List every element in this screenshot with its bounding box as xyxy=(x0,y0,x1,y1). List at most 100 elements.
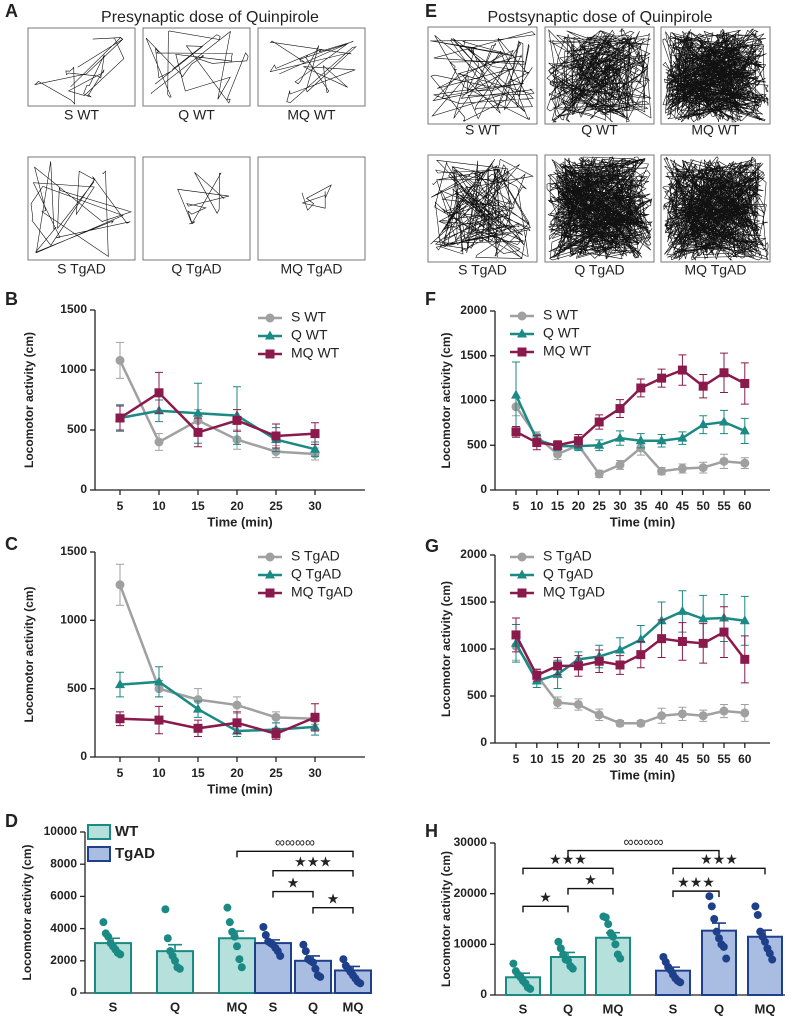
y-tick-label: 10000 xyxy=(454,937,488,951)
legend-label: S WT xyxy=(543,307,578,323)
x-tick-label: S xyxy=(109,999,118,1014)
x-tick-label: 10 xyxy=(530,499,544,513)
y-tick-label: 1500 xyxy=(60,544,87,558)
x-tick-label: 5 xyxy=(117,499,124,513)
data-point xyxy=(175,964,184,973)
significance-label: ★ xyxy=(539,889,552,905)
marker xyxy=(636,718,646,728)
marker xyxy=(615,644,625,654)
significance-bracket xyxy=(236,850,354,858)
y-axis-title: Locomotor activity (cm) xyxy=(439,851,453,987)
data-point xyxy=(171,956,179,965)
marker xyxy=(553,440,563,450)
arena xyxy=(142,156,251,261)
y-tick-label: 1500 xyxy=(460,348,487,362)
significance-bracket xyxy=(522,867,614,875)
panel-letter: A xyxy=(5,1,18,21)
data-point xyxy=(233,942,241,951)
data-point xyxy=(751,902,760,911)
data-point xyxy=(601,913,610,922)
x-tick-label: Q xyxy=(308,999,318,1014)
marker xyxy=(677,365,687,375)
marker xyxy=(573,699,583,709)
data-point xyxy=(765,949,774,958)
legend-label: S TgAD xyxy=(543,548,592,564)
marker xyxy=(193,723,203,733)
y-tick-label: 0 xyxy=(70,985,77,999)
y-tick-label: 0 xyxy=(480,987,487,1001)
x-tick-label: MQ xyxy=(603,1001,624,1016)
marker xyxy=(265,313,275,323)
significance-label: ★ xyxy=(327,890,340,906)
legend-label: WT xyxy=(115,823,138,840)
marker xyxy=(657,466,667,476)
marker xyxy=(615,718,625,728)
series-line xyxy=(118,359,316,456)
marker xyxy=(232,700,242,710)
bar xyxy=(254,942,292,995)
data-point xyxy=(722,954,731,963)
marker xyxy=(553,449,563,459)
x-tick-label: MQ xyxy=(227,999,248,1014)
marker xyxy=(310,429,320,439)
data-point xyxy=(299,940,308,949)
data-point xyxy=(261,931,270,940)
marker xyxy=(232,415,242,425)
marker xyxy=(698,638,708,648)
arena-label: Q TgAD xyxy=(171,261,221,277)
marker xyxy=(271,729,281,739)
x-tick-label: 35 xyxy=(634,752,648,766)
marker xyxy=(573,436,583,446)
significance-bracket xyxy=(312,906,354,914)
data-point xyxy=(104,932,113,941)
series-line xyxy=(119,680,316,733)
x-tick-label: 50 xyxy=(697,499,711,513)
marker xyxy=(517,588,527,598)
x-tick-label: 15 xyxy=(551,499,565,513)
y-tick-label: 1000 xyxy=(460,393,487,407)
trajectory xyxy=(430,31,536,123)
data-point xyxy=(309,958,317,967)
marker xyxy=(698,419,709,429)
data-point xyxy=(556,944,565,953)
x-tick-label: 20 xyxy=(230,499,244,513)
trajectory xyxy=(430,158,534,259)
panel-title: Presynaptic dose of Quinpirole xyxy=(101,9,319,26)
x-axis-title: Time (min) xyxy=(207,514,273,529)
marker xyxy=(636,383,646,393)
x-tick-label: 5 xyxy=(513,752,520,766)
arena-label: MQ WT xyxy=(691,122,740,138)
y-tick-label: 0 xyxy=(80,749,87,763)
x-tick-label: 40 xyxy=(655,752,669,766)
marker xyxy=(656,435,667,445)
marker xyxy=(310,443,320,453)
significance-bracket xyxy=(272,869,354,877)
x-tick-label: 15 xyxy=(551,752,565,766)
y-tick-label: 2000 xyxy=(460,303,487,317)
panel-letter: E xyxy=(425,1,437,21)
y-axis-title: Locomotor activity (cm) xyxy=(439,332,453,468)
marker xyxy=(553,661,563,671)
y-axis-title: Locomotor activity (cm) xyxy=(22,332,36,468)
x-axis-title: Time (min) xyxy=(610,514,676,529)
marker xyxy=(265,330,275,340)
marker xyxy=(154,676,164,686)
y-tick-label: 0 xyxy=(80,482,87,496)
panel-letter: D xyxy=(5,811,18,831)
data-point xyxy=(237,963,246,972)
y-tick-label: 1500 xyxy=(60,302,87,316)
data-point xyxy=(609,932,617,941)
marker xyxy=(657,634,667,644)
series-line xyxy=(514,394,746,448)
panel-letter: G xyxy=(425,536,439,556)
trajectory xyxy=(662,156,769,261)
data-point xyxy=(761,937,769,946)
x-tick-label: S xyxy=(669,1001,678,1016)
marker xyxy=(154,715,164,725)
data-point xyxy=(163,934,172,943)
arena xyxy=(142,27,251,107)
y-tick-label: 0 xyxy=(480,735,487,749)
x-tick-label: 40 xyxy=(655,499,669,513)
x-tick-label: MQ xyxy=(755,1001,776,1016)
arena-label: S TgAD xyxy=(57,261,106,277)
